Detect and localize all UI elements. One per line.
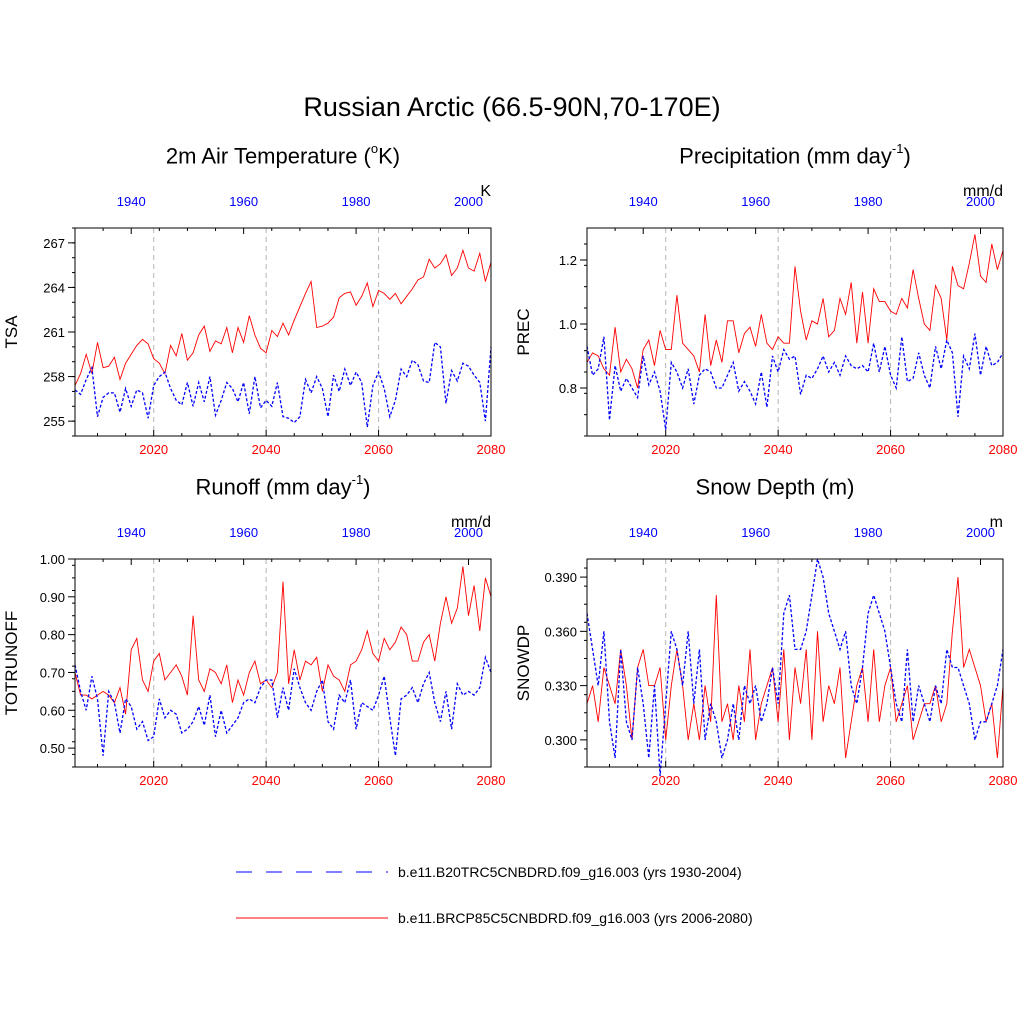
y-tick-label: 255: [43, 414, 65, 429]
precipitation-plot: 2020 2040 2060 2080 1940 1960 1980 2000 0.8 1.0 1.…: [514, 183, 1017, 457]
y-tick-label: 0.330: [544, 679, 577, 694]
units-label: mm/d: [963, 183, 1003, 200]
bottom-tick-label: 2020: [651, 773, 680, 788]
y-tick-label: 258: [43, 370, 65, 385]
y-axis-label: SNOWDP: [514, 625, 533, 702]
top-tick-label: 1940: [629, 525, 658, 540]
plot-frame: [586, 227, 1004, 437]
series-line-rcp85: [74, 248, 492, 386]
plot-frame: [74, 558, 492, 768]
y-axis-label: PREC: [514, 308, 533, 355]
series-line-rcp85: [586, 234, 1004, 389]
bottom-tick-label: 2080: [989, 773, 1018, 788]
top-tick-label: 1960: [741, 525, 770, 540]
top-tick-label: 2000: [966, 194, 995, 209]
y-tick-label: 0.360: [544, 624, 577, 639]
plot-frame: [586, 558, 1004, 768]
top-tick-label: 1980: [342, 194, 371, 209]
top-tick-label: 1960: [229, 194, 258, 209]
top-tick-label: 1980: [342, 525, 371, 540]
bottom-tick-label: 2060: [876, 773, 905, 788]
y-tick-label: 0.90: [40, 590, 65, 605]
top-tick-label: 1980: [854, 194, 883, 209]
y-tick-label: 267: [43, 236, 65, 251]
y-tick-label: 1.00: [40, 552, 65, 567]
top-tick-label: 1980: [854, 525, 883, 540]
runoff-plot: 2020 2040 2060 2080 1940 1960 1980 2000 0.50 0.60…: [2, 514, 505, 788]
series-line-historical: [586, 333, 1004, 430]
top-tick-label: 1960: [741, 194, 770, 209]
legend-label-historical: b.e11.B20TRC5CNBDRD.f09_g16.003 (yrs 193…: [398, 864, 742, 880]
y-tick-label: 0.300: [544, 733, 577, 748]
top-tick-label: 1940: [117, 194, 146, 209]
top-tick-label: 1940: [629, 194, 658, 209]
series-line-rcp85: [74, 566, 492, 715]
top-tick-label: 1940: [117, 525, 146, 540]
y-tick-label: 1.2: [559, 253, 577, 268]
bottom-tick-label: 2060: [876, 442, 905, 457]
y-tick-label: 1.0: [559, 317, 577, 332]
bottom-tick-label: 2020: [651, 442, 680, 457]
y-tick-label: 261: [43, 325, 65, 340]
panel-title-snow-depth: Snow Depth (m): [695, 474, 855, 500]
y-axis-label: TOTRUNOFF: [2, 611, 21, 716]
bottom-tick-label: 2040: [764, 773, 793, 788]
figure-title: Russian Arctic (66.5-90N,70-170E): [303, 92, 721, 122]
y-tick-label: 264: [43, 280, 65, 295]
bottom-tick-label: 2040: [252, 442, 281, 457]
y-axis-label: TSA: [2, 315, 21, 349]
y-tick-label: 0.80: [40, 628, 65, 643]
plot-frame: [74, 227, 492, 437]
units-label: mm/d: [451, 514, 491, 531]
top-tick-label: 2000: [454, 194, 483, 209]
series-line-historical: [586, 558, 1004, 777]
bottom-tick-label: 2080: [477, 442, 506, 457]
units-label: K: [480, 183, 491, 200]
legend-label-rcp85: b.e11.BRCP85C5CNBDRD.f09_g16.003 (yrs 20…: [398, 910, 753, 926]
top-tick-label: 2000: [454, 525, 483, 540]
bottom-tick-label: 2060: [364, 773, 393, 788]
y-tick-label: 0.50: [40, 741, 65, 756]
series-line-rcp85: [586, 577, 1004, 759]
series-line-historical: [74, 654, 492, 756]
bottom-tick-label: 2040: [252, 773, 281, 788]
bottom-tick-label: 2040: [764, 442, 793, 457]
panel-title-precipitation: Precipitation (mm day-1): [679, 141, 911, 169]
panel-title-temperature: 2m Air Temperature (oK): [165, 141, 401, 169]
top-tick-label: 2000: [966, 525, 995, 540]
y-tick-label: 0.60: [40, 703, 65, 718]
y-tick-label: 0.390: [544, 570, 577, 585]
series-line-historical: [74, 341, 492, 428]
bottom-tick-label: 2080: [477, 773, 506, 788]
bottom-tick-label: 2060: [364, 442, 393, 457]
y-tick-label: 0.70: [40, 665, 65, 680]
legend: b.e11.B20TRC5CNBDRD.f09_g16.003 (yrs 193…: [236, 864, 753, 926]
bottom-tick-label: 2080: [989, 442, 1018, 457]
units-label: m: [990, 514, 1003, 531]
top-tick-label: 1960: [229, 525, 258, 540]
bottom-tick-label: 2020: [139, 442, 168, 457]
y-tick-label: 0.8: [559, 381, 577, 396]
panel-title-runoff: Runoff (mm day-1): [195, 472, 371, 500]
bottom-tick-label: 2020: [139, 773, 168, 788]
snow-depth-plot: 2020 2040 2060 2080 1940 1960 1980 2000 0.300 0.3…: [514, 514, 1017, 788]
temperature-plot: 2020 2040 2060 2080 1940 1960 1980 2000 255 258 26…: [2, 183, 505, 457]
